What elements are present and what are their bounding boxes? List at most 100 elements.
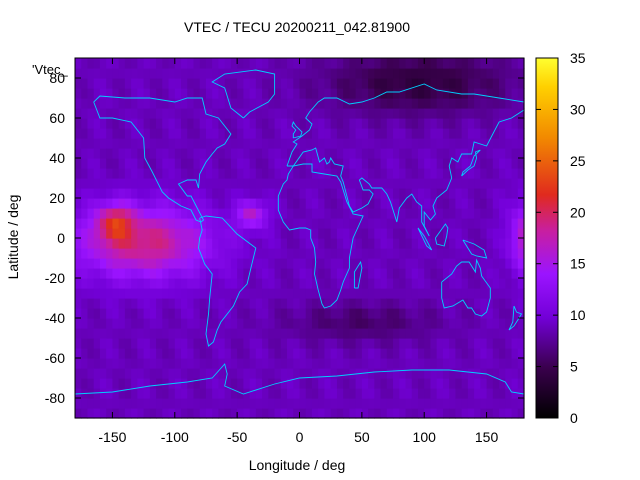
heatmap-cell <box>299 228 307 239</box>
heatmap-cell <box>293 88 301 99</box>
heatmap-cell <box>430 188 438 199</box>
heatmap-cell <box>499 208 506 219</box>
heatmap-cell <box>330 368 338 379</box>
heatmap-cell <box>486 308 494 319</box>
heatmap-cell <box>249 98 257 109</box>
heatmap-cell <box>330 168 338 179</box>
heatmap-cell <box>81 368 89 379</box>
heatmap-cell <box>436 208 444 219</box>
heatmap-cell <box>181 408 188 419</box>
heatmap-cell <box>131 298 138 309</box>
heatmap-cell <box>293 168 301 179</box>
heatmap-cell <box>305 288 313 299</box>
heatmap-cell <box>467 298 475 309</box>
heatmap-cell <box>505 228 513 239</box>
heatmap-cell <box>417 348 425 359</box>
heatmap-cell <box>99 68 107 79</box>
heatmap-cell <box>505 218 513 229</box>
heatmap-cell <box>449 258 457 269</box>
heatmap-cell <box>511 78 519 89</box>
heatmap-cell <box>143 348 151 359</box>
heatmap-cell <box>349 178 357 189</box>
colorbar-tick-label: 5 <box>570 359 578 375</box>
heatmap-cell <box>187 358 195 369</box>
heatmap-cell <box>224 358 232 369</box>
heatmap-cell <box>106 348 114 359</box>
heatmap-cell <box>162 288 170 299</box>
heatmap-cell <box>93 338 101 349</box>
heatmap-cell <box>118 258 126 269</box>
heatmap-cell <box>218 178 226 189</box>
heatmap-cell <box>343 78 350 89</box>
heatmap-cell <box>156 58 163 69</box>
heatmap-cell <box>75 358 82 369</box>
heatmap-cell <box>162 168 170 179</box>
heatmap-cell <box>449 88 457 99</box>
heatmap-cell <box>249 188 257 199</box>
heatmap-cell <box>212 118 220 129</box>
heatmap-cell <box>480 118 488 129</box>
heatmap-cell <box>156 398 163 409</box>
heatmap-cell <box>505 108 513 119</box>
heatmap-cell <box>218 188 226 199</box>
heatmap-cell <box>168 88 176 99</box>
heatmap-cell <box>87 368 95 379</box>
heatmap-cell <box>81 188 89 199</box>
heatmap-cell <box>380 98 388 109</box>
heatmap-cell <box>386 228 394 239</box>
heatmap-cell <box>349 308 357 319</box>
heatmap-cell <box>324 178 332 189</box>
heatmap-cell <box>405 98 413 109</box>
heatmap-cell <box>174 308 182 319</box>
heatmap-cell <box>511 198 519 209</box>
heatmap-cell <box>380 228 388 239</box>
heatmap-cell <box>243 408 251 419</box>
heatmap-cell <box>224 228 232 239</box>
heatmap-cell <box>455 358 463 369</box>
heatmap-cell <box>499 368 506 379</box>
heatmap-cell <box>361 208 369 219</box>
heatmap-cell <box>355 308 363 319</box>
heatmap-cell <box>262 278 269 289</box>
heatmap-cell <box>268 238 276 249</box>
heatmap-cell <box>106 198 114 209</box>
heatmap-cell <box>149 58 157 69</box>
heatmap-cell <box>99 98 107 109</box>
heatmap-cell <box>368 398 375 409</box>
heatmap-cell <box>112 58 120 69</box>
heatmap-cell <box>305 98 313 109</box>
heatmap-cell <box>143 228 151 239</box>
heatmap-cell <box>399 368 407 379</box>
heatmap-cell <box>299 208 307 219</box>
heatmap-cell <box>193 78 201 89</box>
heatmap-cell <box>330 178 338 189</box>
heatmap-cell <box>293 358 301 369</box>
heatmap-cell <box>361 98 369 109</box>
heatmap-cell <box>205 138 213 149</box>
heatmap-cell <box>287 198 294 209</box>
heatmap-cell <box>243 88 251 99</box>
heatmap-cell <box>224 188 232 199</box>
heatmap-cell <box>205 388 213 399</box>
heatmap-cell <box>224 88 232 99</box>
heatmap-cell <box>318 408 326 419</box>
heatmap-cell <box>99 58 107 69</box>
heatmap-cell <box>131 408 138 419</box>
heatmap-cell <box>293 58 301 69</box>
heatmap-cell <box>143 88 151 99</box>
heatmap-cell <box>417 258 425 269</box>
heatmap-cell <box>349 138 357 149</box>
heatmap-cell <box>205 378 213 389</box>
heatmap-cell <box>243 368 251 379</box>
heatmap-cell <box>193 268 201 279</box>
heatmap-cell <box>474 128 481 139</box>
heatmap-cell <box>393 328 400 339</box>
heatmap-cell <box>511 398 519 409</box>
heatmap-cell <box>380 218 388 229</box>
heatmap-cell <box>87 218 95 229</box>
heatmap-cell <box>380 268 388 279</box>
heatmap-cell <box>81 208 89 219</box>
heatmap-cell <box>455 238 463 249</box>
heatmap-cell <box>305 178 313 189</box>
heatmap-cell <box>499 378 506 389</box>
